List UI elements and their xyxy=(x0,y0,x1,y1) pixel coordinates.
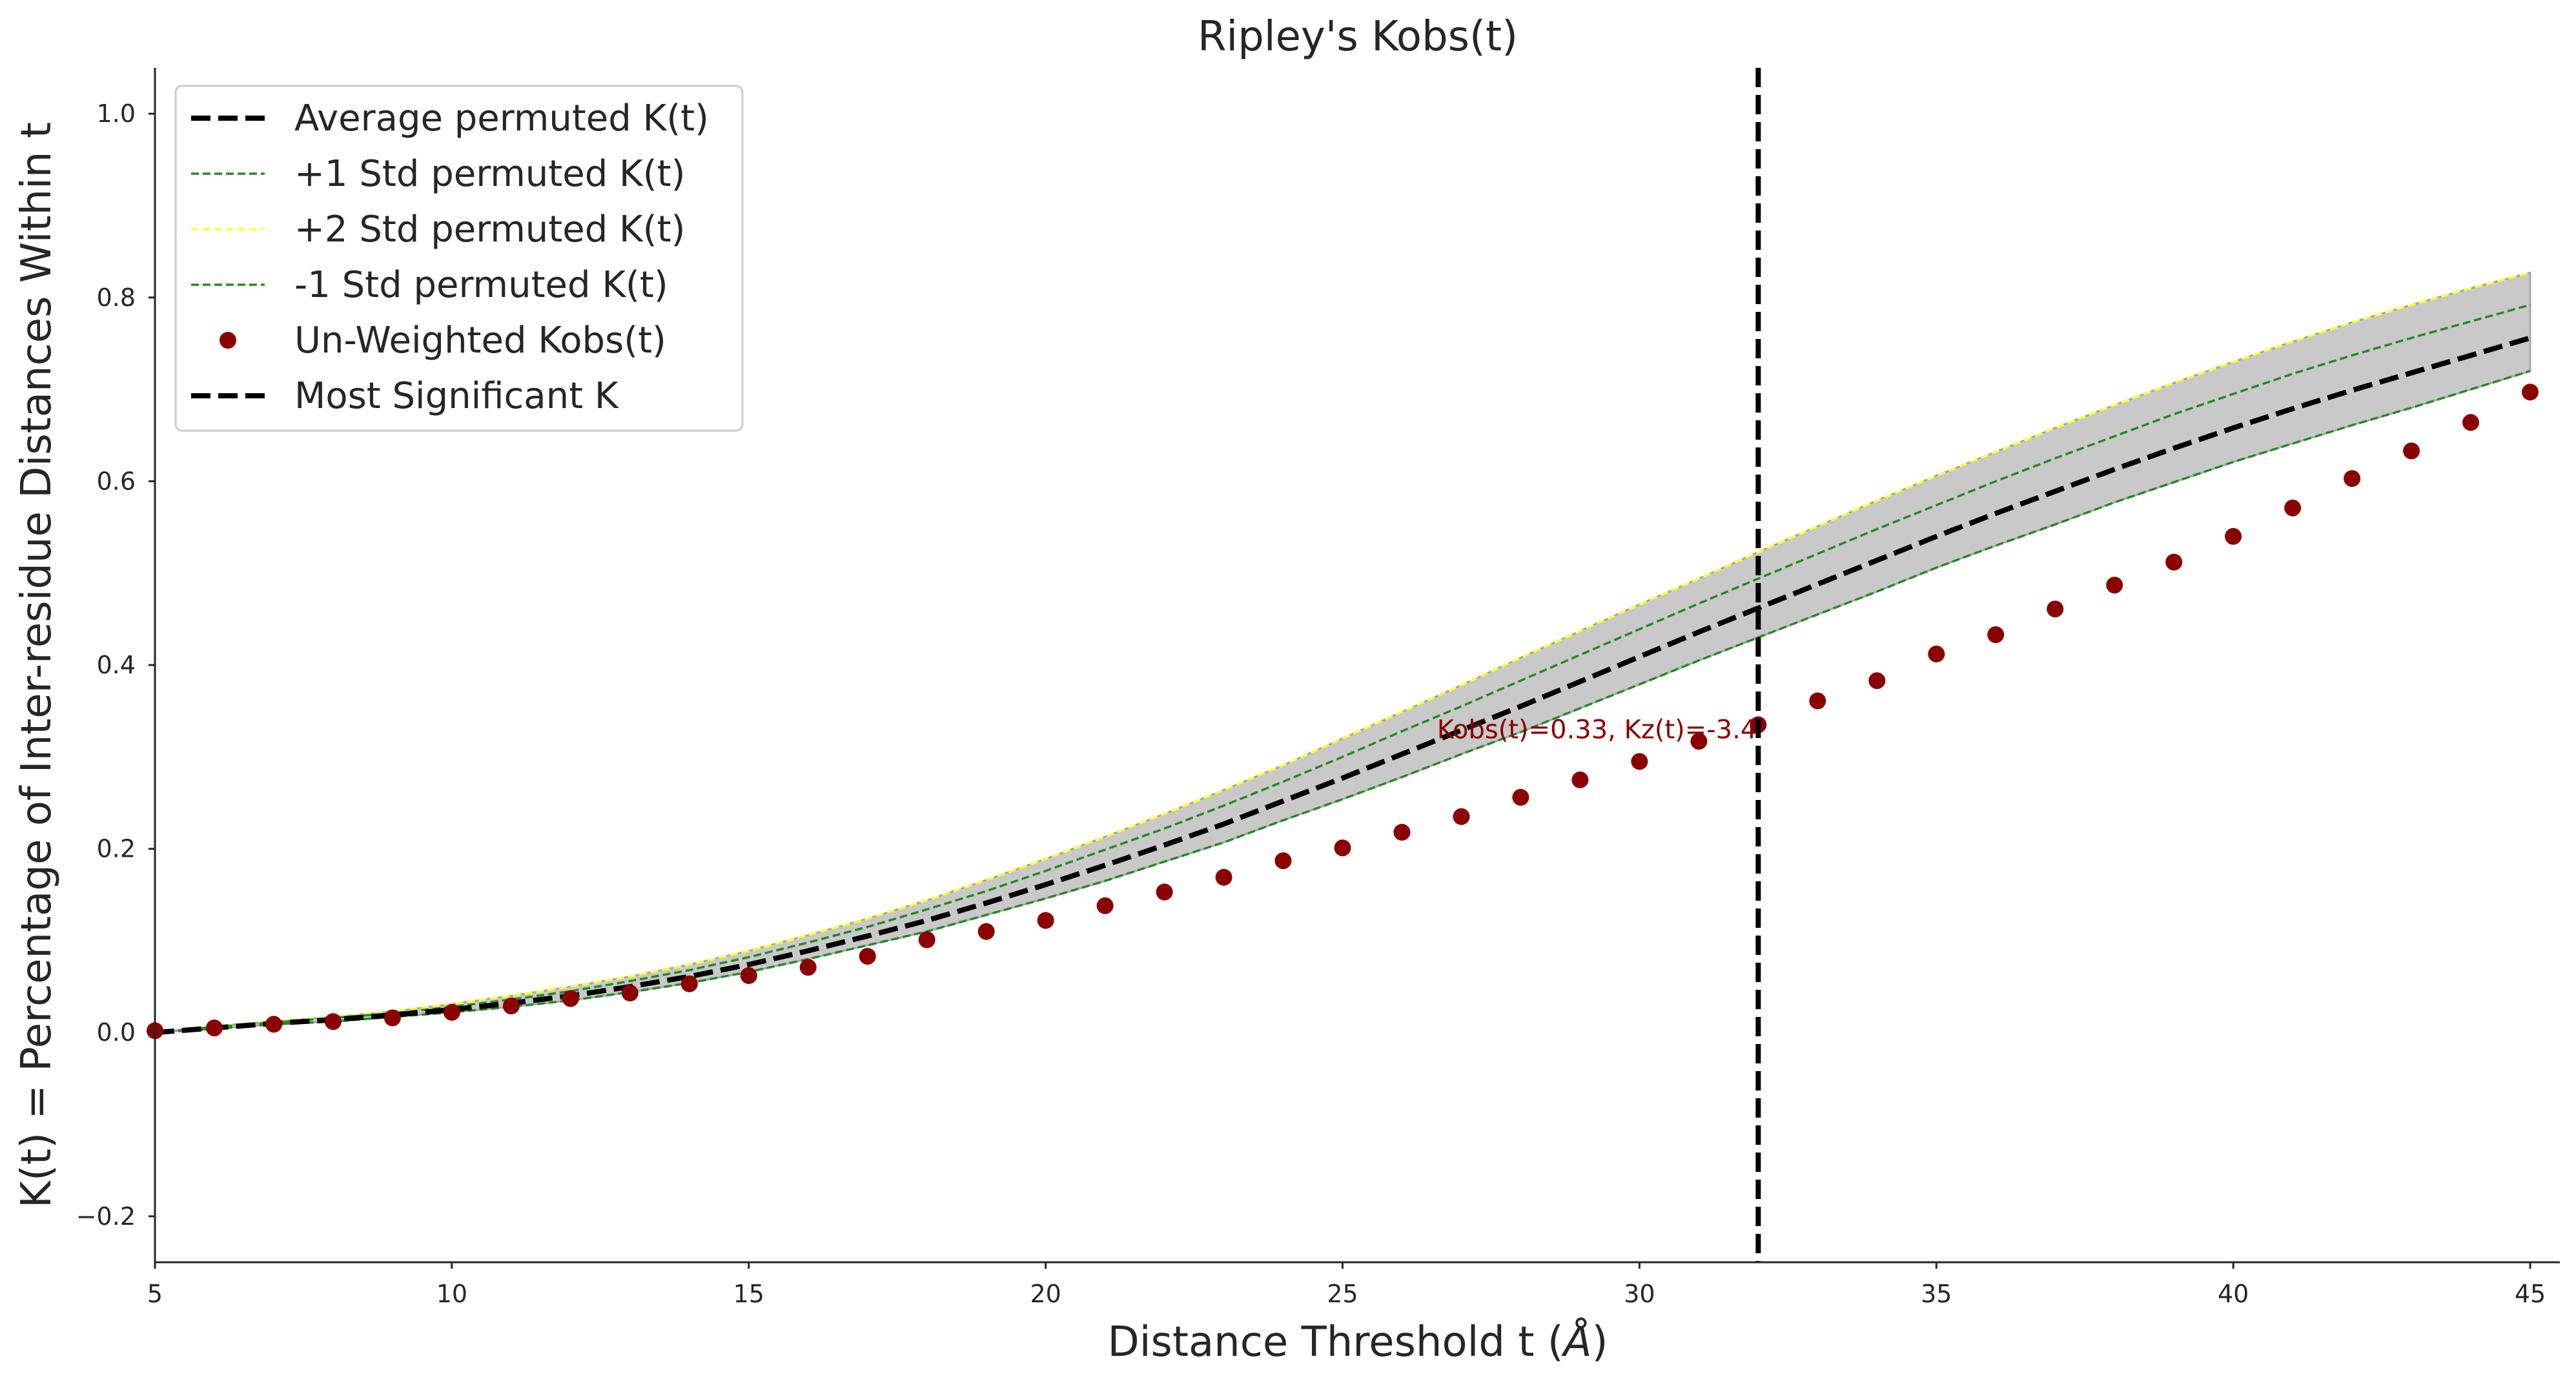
kobs-point-45 xyxy=(2522,384,2539,401)
kobs-point-40 xyxy=(2225,528,2242,545)
y-tick-label-1: 0.0 xyxy=(97,1018,136,1047)
kobs-point-9 xyxy=(383,1009,401,1027)
kobs-point-10 xyxy=(443,1003,460,1021)
kobs-point-38 xyxy=(2106,577,2123,594)
kobs-point-7 xyxy=(265,1016,282,1033)
kobs-point-42 xyxy=(2344,470,2361,487)
legend-box xyxy=(174,85,744,432)
x-tick-label-25: 25 xyxy=(1327,1280,1358,1308)
y-tick-label-0: −0.2 xyxy=(76,1202,136,1231)
x-tick-label-40: 40 xyxy=(2218,1280,2249,1308)
kobs-point-39 xyxy=(2165,553,2183,571)
kobs-point-17 xyxy=(859,948,876,965)
kobs-point-12 xyxy=(562,990,579,1007)
x-tick-label-45: 45 xyxy=(2515,1280,2546,1308)
x-tick-label-15: 15 xyxy=(733,1280,764,1308)
y-tick-label-6: 1.0 xyxy=(97,99,136,128)
kobs-point-28 xyxy=(1512,788,1529,806)
kobs-point-36 xyxy=(1987,626,2005,643)
y-tick-labels: −0.2 0.0 0.2 0.4 0.6 0.8 1.0 xyxy=(76,99,155,1231)
kobs-point-31 xyxy=(1690,733,1708,750)
kobs-point-33 xyxy=(1809,692,1826,710)
series-line-0 xyxy=(154,335,2531,1036)
most-significant-annotation: Kobs(t)=0.33, Kz(t)=-3.4 xyxy=(1437,715,1757,745)
x-tick-labels: 5 10 15 20 25 30 35 40 45 xyxy=(147,1262,2546,1308)
legend-item-average: Average permuted K(t) xyxy=(191,97,709,139)
legend-label-plus1std: +1 Std permuted K(t) xyxy=(294,153,685,195)
kobs-point-43 xyxy=(2403,442,2420,460)
legend-label-plus2std: +2 Std permuted K(t) xyxy=(294,209,685,251)
kobs-point-41 xyxy=(2284,499,2302,517)
kobs-point-27 xyxy=(1453,808,1470,825)
chart-title: Ripley's Kobs(t) xyxy=(1198,13,1518,61)
y-tick-label-2: 0.2 xyxy=(97,835,136,863)
kobs-point-19 xyxy=(977,923,995,940)
kobs-point-22 xyxy=(1156,883,1173,901)
kobs-point-44 xyxy=(2462,414,2479,431)
legend-item-plus1std: +1 Std permuted K(t) xyxy=(191,153,685,195)
scatter-points-layer xyxy=(147,384,2539,1040)
kobs-point-16 xyxy=(799,959,817,976)
y-tick-label-3: 0.4 xyxy=(97,651,136,679)
legend-item-kobs: Un-Weighted Kobs(t) xyxy=(220,320,666,362)
kobs-point-30 xyxy=(1631,753,1648,770)
legend-label-most-significant: Most Significant K xyxy=(294,375,619,417)
kobs-point-25 xyxy=(1334,839,1351,857)
legend-label-kobs: Un-Weighted Kobs(t) xyxy=(294,320,666,362)
legend-swatch-kobs xyxy=(220,332,236,349)
kobs-point-37 xyxy=(2047,600,2064,618)
kobs-point-23 xyxy=(1215,868,1232,886)
kobs-point-34 xyxy=(1868,672,1886,690)
kobs-point-35 xyxy=(1928,645,1945,662)
y-axis-title: K(t) = Percentage of Inter-residue Dista… xyxy=(13,122,61,1208)
plot-area xyxy=(147,68,2539,1262)
x-tick-label-30: 30 xyxy=(1624,1280,1655,1308)
kobs-point-6 xyxy=(206,1019,223,1037)
x-axis-title-symbol: Å xyxy=(1561,1317,1592,1366)
x-tick-label-20: 20 xyxy=(1030,1280,1061,1308)
legend-label-average: Average permuted K(t) xyxy=(294,97,709,139)
y-tick-label-4: 0.6 xyxy=(97,467,136,495)
series-lines-layer xyxy=(154,271,2531,1036)
kobs-point-11 xyxy=(502,998,520,1014)
x-tick-label-5: 5 xyxy=(147,1280,163,1308)
kobs-point-24 xyxy=(1274,852,1292,870)
kobs-point-18 xyxy=(918,931,935,948)
kobs-point-15 xyxy=(740,967,757,984)
y-tick-label-5: 0.8 xyxy=(97,283,136,312)
x-axis-title-text: Distance Threshold t ( xyxy=(1107,1318,1563,1366)
x-tick-label-35: 35 xyxy=(1921,1280,1952,1308)
kobs-point-21 xyxy=(1096,897,1114,914)
x-tick-label-10: 10 xyxy=(436,1280,467,1308)
series-line-1 xyxy=(154,303,2531,1034)
legend-item-plus2std: +2 Std permuted K(t) xyxy=(191,209,685,251)
x-axis-title: Distance Threshold t (Å) xyxy=(1107,1317,1608,1366)
legend-item-most-significant: Most Significant K xyxy=(191,375,619,417)
x-axis-title-close: ) xyxy=(1592,1318,1608,1366)
legend-label-minus1std: -1 Std permuted K(t) xyxy=(294,264,668,306)
kobs-point-26 xyxy=(1393,824,1411,841)
legend-item-minus1std: -1 Std permuted K(t) xyxy=(191,264,668,306)
kobs-point-8 xyxy=(324,1013,342,1030)
legend: Average permuted K(t) +1 Std permuted K(… xyxy=(174,85,744,432)
kobs-point-13 xyxy=(621,985,639,1001)
kobs-point-29 xyxy=(1571,771,1589,788)
kobs-point-14 xyxy=(680,975,698,992)
series-line-2 xyxy=(154,271,2531,1034)
series-line-3 xyxy=(154,369,2531,1034)
kobs-point-20 xyxy=(1037,912,1054,929)
